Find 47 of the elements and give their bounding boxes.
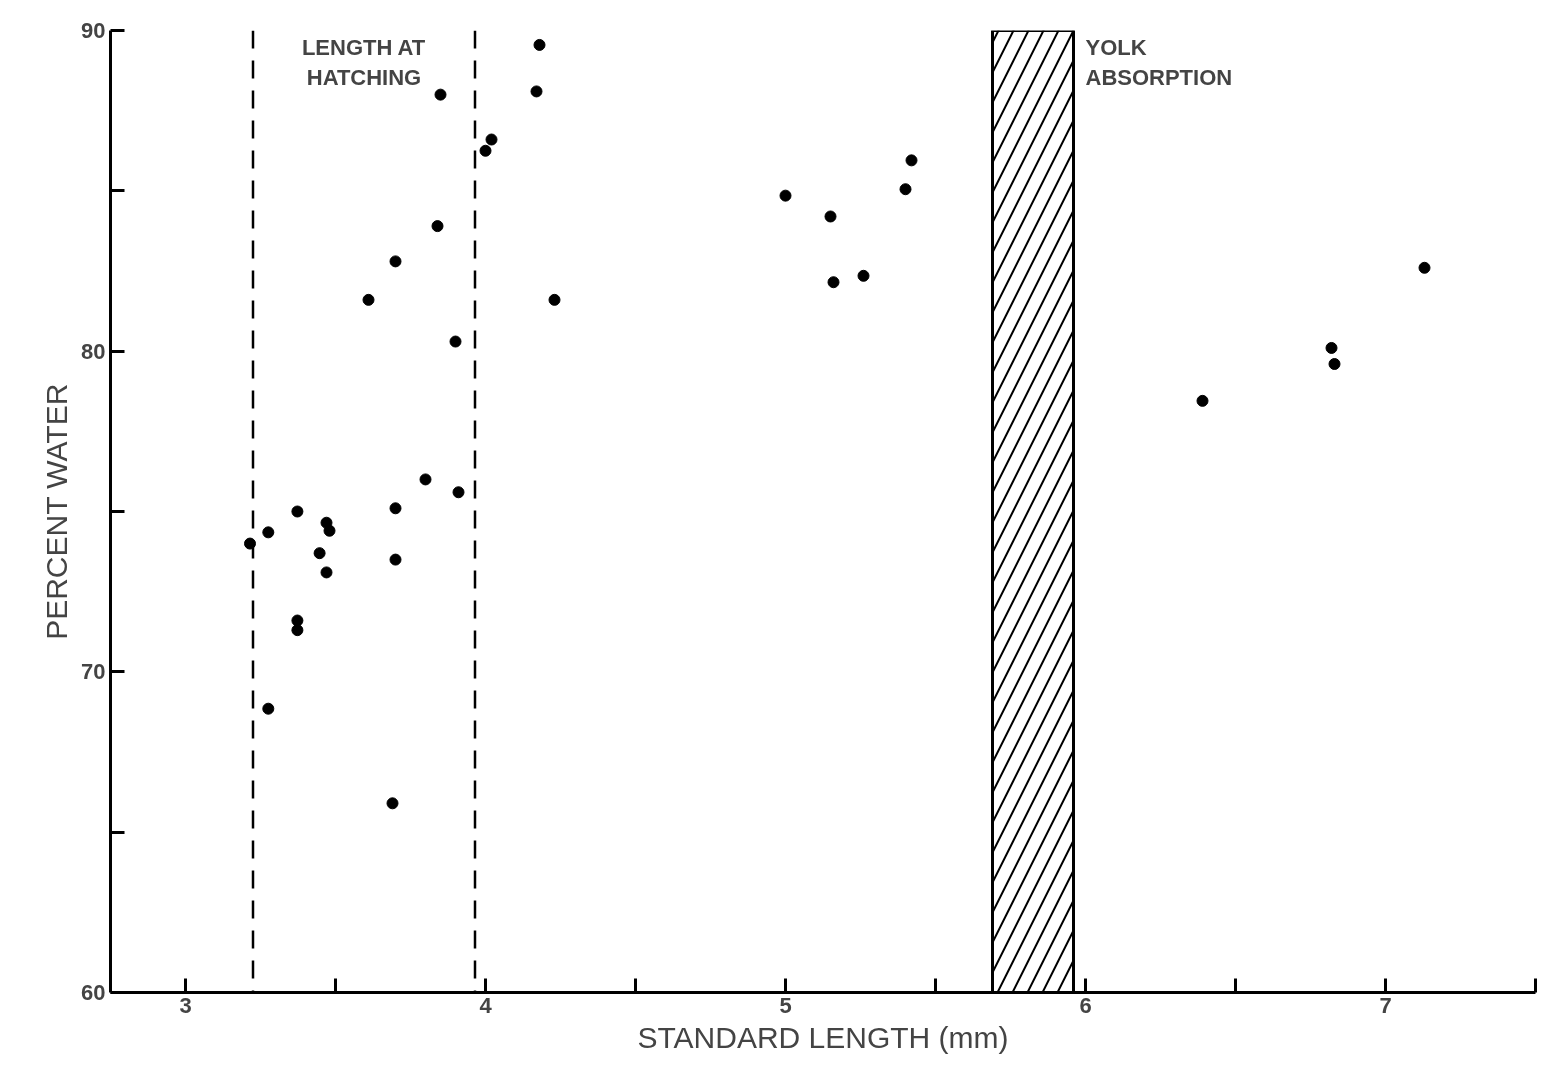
point <box>1328 358 1341 370</box>
y-tick-label: 60 <box>81 980 106 1005</box>
y-tick-label: 90 <box>81 18 106 43</box>
point <box>779 189 792 202</box>
point <box>548 293 561 306</box>
point <box>262 526 275 539</box>
x-tick-label: 3 <box>179 992 192 1018</box>
x-tick-label: 7 <box>1379 992 1392 1018</box>
point <box>291 624 304 637</box>
point <box>533 38 546 51</box>
point <box>1196 394 1209 407</box>
point <box>857 269 870 282</box>
point <box>244 537 256 550</box>
point <box>824 210 837 223</box>
annotation: LENGTH AT HATCHING <box>301 34 426 90</box>
x-tick-label: 5 <box>779 992 792 1018</box>
point <box>389 553 402 566</box>
point <box>291 505 304 518</box>
y-axis-title: PERCENT WATER <box>40 383 74 640</box>
point <box>431 220 444 233</box>
point <box>1325 341 1338 354</box>
point <box>899 183 912 196</box>
point <box>419 473 432 486</box>
point <box>389 502 402 515</box>
x-tick-label: 6 <box>1079 992 1092 1018</box>
point <box>386 797 399 810</box>
point <box>452 486 465 499</box>
point <box>323 524 336 537</box>
point <box>530 85 543 98</box>
y-tick-label: 70 <box>81 659 106 685</box>
point <box>905 154 918 167</box>
point <box>1418 261 1431 274</box>
point <box>449 335 462 348</box>
band-label: YOLK ABSORPTION <box>1085 34 1233 90</box>
point <box>362 293 375 306</box>
point <box>291 614 304 627</box>
x-axis-title: STANDARD LENGTH (mm) <box>637 1020 1009 1054</box>
point <box>262 702 275 715</box>
point <box>827 276 840 289</box>
point <box>485 133 498 146</box>
point <box>320 566 333 579</box>
x-tick-label: 4 <box>479 992 493 1018</box>
point <box>434 88 447 101</box>
point <box>479 144 492 157</box>
y-tick-label: 80 <box>81 338 106 364</box>
point <box>313 547 326 560</box>
point <box>389 255 402 268</box>
